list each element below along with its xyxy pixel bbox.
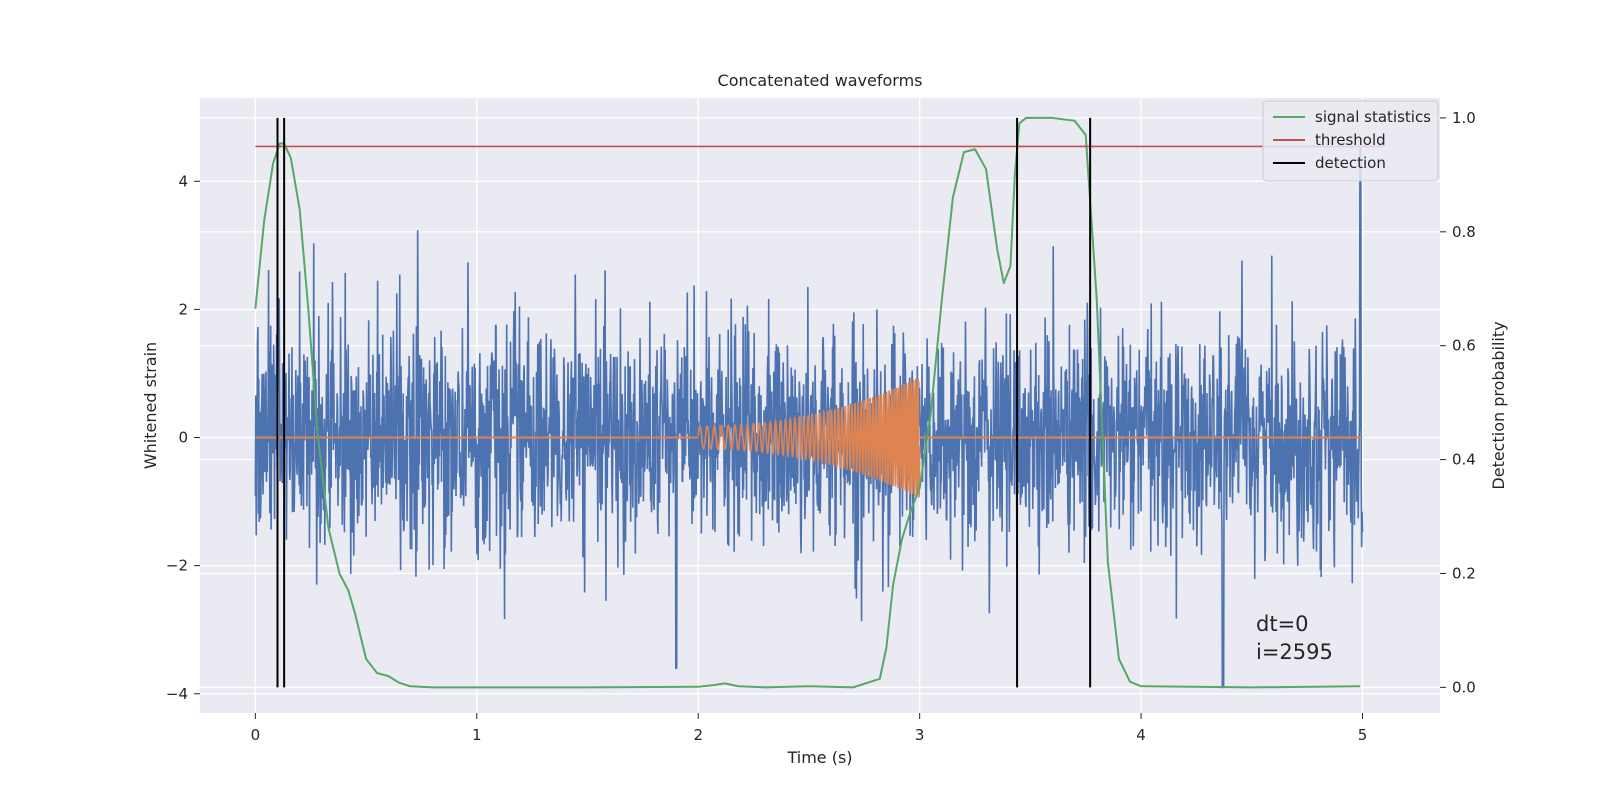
annotation-i: i=2595 (1256, 640, 1333, 664)
y2-tick-label: 0.4 (1452, 451, 1476, 469)
strain-series (254, 148, 1364, 689)
legend-label: detection (1315, 154, 1386, 172)
legend-box (1262, 100, 1439, 182)
legend-label: threshold (1315, 131, 1386, 149)
x-tick-label: 5 (1358, 726, 1368, 744)
chart-title: Concatenated waveforms (718, 71, 923, 90)
x-tick-label: 3 (915, 726, 925, 744)
y2-tick-label: 1.0 (1452, 109, 1476, 127)
x-axis-label: Time (s) (786, 748, 852, 767)
x-tick-label: 2 (693, 726, 703, 744)
y-tick-label: −4 (166, 685, 188, 703)
y2-tick-label: 0.6 (1452, 337, 1476, 355)
y-axis-label: Whitened strain (141, 342, 160, 469)
annotation-dt: dt=0 (1256, 612, 1309, 636)
injection-chirp (697, 377, 921, 498)
y-tick-label: −2 (166, 557, 188, 575)
y-tick-label: 2 (178, 300, 188, 318)
legend-label: signal statistics (1315, 108, 1431, 126)
x-tick-label: 1 (472, 726, 482, 744)
signal-statistics-series (254, 116, 1361, 689)
signal-statistics-line (254, 116, 1361, 689)
detection-series (276, 117, 1092, 688)
y2-axis-label: Detection probability (1489, 321, 1508, 489)
y2-tick-label: 0.8 (1452, 223, 1476, 241)
axes: 0 1 2 3 4 5 −4 −2 0 2 4 0.0 0.2 0.4 0.6 0.8 1.0 (166, 109, 1476, 744)
y2-tick-label: 0.0 (1452, 678, 1476, 696)
x-tick-label: 0 (251, 726, 261, 744)
y2-tick-label: 0.2 (1452, 564, 1476, 582)
injection-series (255, 377, 1363, 498)
x-tick-label: 4 (1136, 726, 1146, 744)
y-tick-label: 0 (178, 429, 188, 447)
strain-line (254, 148, 1364, 689)
legend: signal statistics threshold detection (1262, 100, 1439, 182)
y-tick-label: 4 (178, 172, 188, 190)
